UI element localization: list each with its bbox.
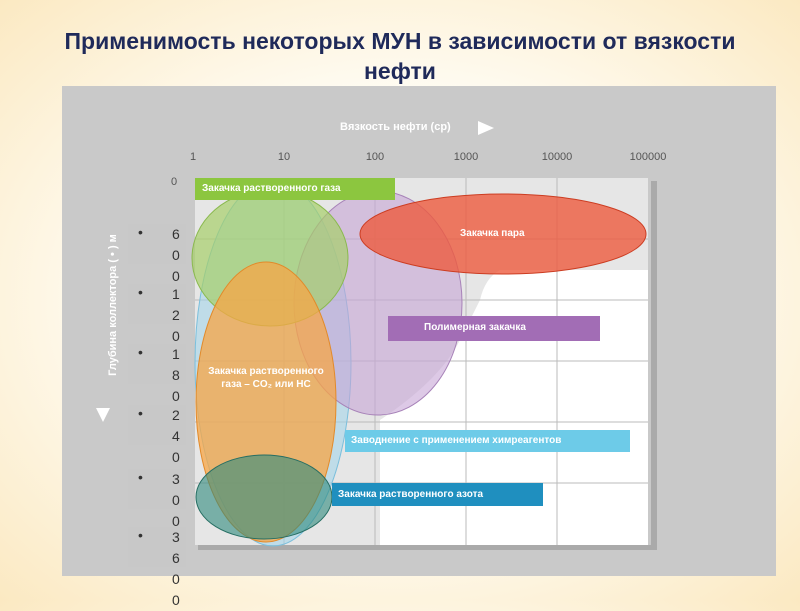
depth-item: • 3600: [128, 527, 186, 608]
depth-item: •1200: [128, 284, 186, 365]
depth-item: •3000: [128, 469, 186, 550]
region-label: Закачка растворенного газа – CO₂ или НС: [208, 366, 324, 390]
slide-title: Применимость некоторых МУН в зависимости…: [64, 28, 736, 84]
x-tick-label: 100: [365, 151, 385, 163]
region-label: Закачка растворенного азота: [338, 489, 484, 500]
x-tick-label: 1000: [453, 151, 479, 163]
x-axis-label: Вязкость нефти (ср): [340, 121, 451, 133]
region-label: Закачка пара: [460, 228, 525, 239]
y-tick-label: 0: [171, 176, 178, 188]
banner-water: [345, 430, 630, 452]
depth-item: •2400: [128, 405, 186, 486]
banner-nitrogen: [332, 483, 543, 506]
region-steam: [359, 193, 647, 275]
y-tick-label: 3600: [172, 529, 180, 608]
y-tick-label: 600: [172, 226, 180, 284]
region-nitrogen: [195, 454, 333, 540]
plot-shadow: [651, 181, 657, 548]
depth-item: •1800: [128, 344, 186, 425]
y-axis-label: Глубина коллектора ( • ) м: [107, 234, 119, 376]
plot-shadow: [198, 545, 657, 550]
arrow-right: [478, 121, 494, 135]
depth-item: • 600: [128, 224, 186, 284]
banner-polymer: [388, 316, 600, 341]
region-label: Полимерная закачка: [424, 322, 526, 333]
x-tick-label: 100000: [629, 151, 667, 163]
region-label: Закачка растворенного газа: [202, 183, 341, 194]
banner-gas: [195, 178, 395, 200]
x-tick-label: 1: [189, 151, 197, 163]
arrow-down: [96, 408, 110, 422]
x-tick-label: 10: [277, 151, 291, 163]
region-label: Заводнение с применением химреагентов: [351, 435, 562, 446]
x-tick-label: 10000: [541, 151, 573, 163]
